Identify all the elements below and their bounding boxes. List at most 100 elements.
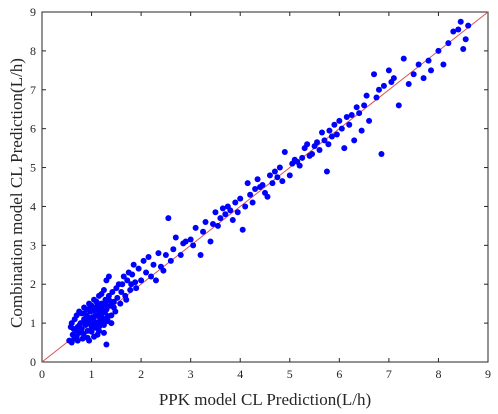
data-point	[380, 82, 387, 89]
data-point	[172, 234, 179, 241]
data-point	[242, 203, 249, 210]
data-point	[122, 292, 129, 299]
data-point	[440, 61, 447, 68]
data-point	[152, 277, 159, 284]
data-point	[85, 314, 92, 321]
data-point	[356, 110, 363, 117]
data-point	[247, 191, 254, 198]
data-point	[145, 254, 152, 260]
data-point	[428, 67, 435, 74]
data-point	[92, 313, 99, 320]
data-point	[269, 180, 276, 187]
data-point	[130, 261, 137, 268]
data-point	[119, 281, 126, 288]
data-point	[162, 252, 169, 259]
data-point	[140, 257, 147, 264]
data-point	[366, 117, 373, 124]
data-point	[294, 158, 301, 165]
data-point	[109, 289, 116, 295]
data-point	[100, 329, 107, 336]
data-point	[160, 267, 167, 274]
x-tick-label: 5	[287, 367, 293, 381]
data-point	[266, 172, 273, 179]
data-point	[415, 61, 422, 68]
data-point	[117, 300, 124, 307]
data-point	[114, 294, 121, 301]
data-point	[321, 137, 328, 144]
data-point	[281, 149, 288, 155]
data-point	[252, 185, 259, 192]
x-tick-label: 7	[386, 367, 392, 381]
data-point	[90, 307, 97, 314]
data-point	[88, 328, 95, 335]
x-tick-label: 9	[485, 367, 491, 381]
data-point	[108, 320, 115, 327]
data-point	[110, 304, 117, 311]
data-point	[299, 154, 306, 161]
y-tick-label: 3	[30, 238, 36, 252]
data-point	[460, 45, 467, 52]
data-point	[167, 257, 174, 264]
data-point	[375, 86, 382, 93]
data-point	[170, 246, 177, 253]
data-point	[124, 277, 131, 284]
data-point	[405, 80, 412, 87]
data-point	[150, 261, 157, 268]
y-tick-label: 1	[30, 316, 36, 330]
y-tick-label: 4	[30, 199, 36, 213]
x-tick-label: 1	[89, 367, 95, 381]
plot-area: 0 1 2 3 4 5 6 7 8 9 0 1 2 3 4 5 6 7 8 9	[30, 5, 491, 381]
data-point	[148, 273, 155, 280]
data-point	[323, 168, 330, 175]
data-point	[202, 219, 209, 225]
data-point	[217, 215, 224, 222]
data-point	[106, 297, 113, 304]
data-point	[309, 150, 316, 157]
data-point	[127, 287, 134, 294]
y-tick-label: 7	[30, 83, 36, 97]
data-point	[190, 242, 197, 249]
x-tick-label: 0	[39, 367, 45, 381]
data-point	[289, 160, 296, 167]
data-point	[207, 238, 214, 245]
data-point	[187, 236, 194, 243]
data-point	[76, 322, 83, 329]
x-tick-label: 4	[237, 367, 243, 381]
data-point	[336, 117, 343, 124]
data-point	[165, 215, 172, 222]
data-point	[212, 209, 219, 216]
y-tick-label: 9	[30, 5, 36, 19]
data-point	[91, 333, 98, 340]
data-point	[105, 273, 112, 280]
data-point	[316, 147, 323, 154]
data-point	[234, 209, 241, 216]
data-point	[363, 92, 370, 99]
data-point	[420, 75, 427, 82]
data-point	[286, 172, 293, 179]
data-point	[133, 285, 140, 292]
data-point	[361, 102, 368, 109]
data-point	[445, 40, 452, 47]
data-point	[209, 220, 216, 227]
y-axis-title: Combination model CL Prediction(L/h)	[7, 58, 26, 328]
data-point	[155, 250, 162, 257]
data-point	[138, 277, 145, 284]
data-point	[333, 131, 340, 138]
reference-line	[41, 11, 489, 363]
data-point	[351, 137, 358, 144]
data-point	[71, 316, 78, 323]
x-tick-label: 2	[138, 367, 144, 381]
data-point	[450, 28, 457, 35]
plot-frame	[41, 11, 489, 363]
data-point	[249, 199, 256, 206]
data-point	[227, 207, 234, 214]
data-point	[353, 104, 360, 111]
data-point	[462, 36, 469, 43]
data-point	[177, 252, 184, 259]
y-tick-label: 8	[30, 44, 36, 58]
data-point	[276, 164, 283, 171]
x-axis-title: PPK model CL Prediction(L/h)	[159, 390, 371, 409]
data-point	[390, 75, 397, 82]
data-point	[104, 316, 111, 323]
data-point	[214, 222, 221, 229]
